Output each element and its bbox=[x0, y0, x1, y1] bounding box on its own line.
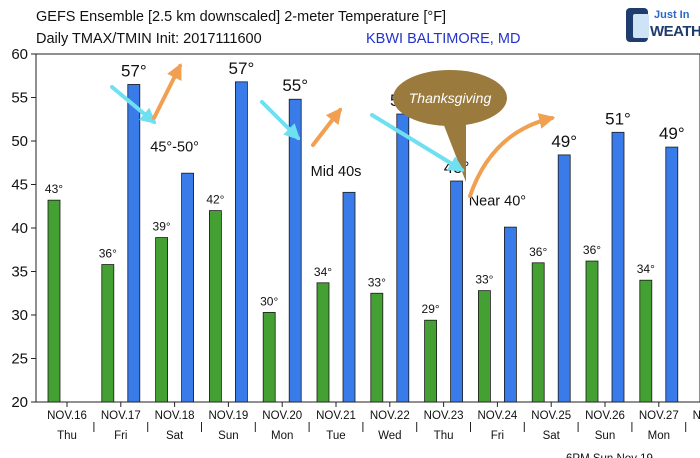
y-tick-label: 60 bbox=[11, 46, 28, 63]
data-label-tmin: 34° bbox=[637, 262, 655, 276]
bar-tmin bbox=[155, 237, 169, 403]
bar-tmin bbox=[639, 279, 653, 403]
x-day-label: Fri bbox=[114, 430, 127, 442]
bar-tmin bbox=[316, 282, 330, 403]
bar-tmin bbox=[208, 210, 222, 403]
bar-tmax bbox=[450, 180, 464, 403]
y-tick-label: 25 bbox=[11, 351, 28, 368]
x-day-label: Mon bbox=[271, 430, 293, 442]
bar-tmax bbox=[557, 154, 571, 403]
data-labels: 43° 36° 39° 42° 30° 34° 33° 29° 33° 36° 36° 34° 57° 5… bbox=[45, 59, 685, 316]
data-label-tmax: 55° bbox=[282, 76, 308, 95]
x-tick-label: NOV.22 bbox=[370, 410, 410, 422]
bar-tmax bbox=[234, 81, 248, 403]
data-label-tmin: 39° bbox=[153, 220, 171, 234]
data-label-tmin: 30° bbox=[260, 294, 278, 308]
trend-arrow-up bbox=[311, 107, 342, 147]
data-label-tmin: 29° bbox=[422, 302, 440, 316]
bar-tmax bbox=[665, 146, 679, 403]
x-day-label: Sat bbox=[543, 430, 561, 442]
bar-tmin bbox=[531, 262, 545, 403]
x-day-label: Thu bbox=[434, 430, 454, 442]
x-day-label: Mon bbox=[648, 430, 670, 442]
y-tick-label: 40 bbox=[11, 220, 28, 237]
callout-bubble bbox=[393, 70, 507, 126]
data-label-tmax: 51° bbox=[605, 109, 631, 128]
x-tick-label: NOV.25 bbox=[531, 410, 571, 422]
bar-tmax bbox=[127, 84, 141, 403]
bar-tmin bbox=[585, 260, 599, 403]
logo-text-line2: WEATHER bbox=[650, 23, 700, 40]
trend-arrow-up bbox=[152, 63, 182, 120]
bar-tmin bbox=[370, 292, 384, 403]
y-tick-label: 45 bbox=[11, 177, 28, 194]
data-label-tmin: 36° bbox=[583, 243, 601, 257]
x-day-label: Fri bbox=[491, 430, 504, 442]
annotation-text: Mid 40s bbox=[311, 164, 362, 180]
station-label: KBWI BALTIMORE, MD bbox=[366, 31, 521, 47]
bar-tmax bbox=[288, 98, 302, 403]
logo-text-line1: Just In bbox=[654, 9, 690, 21]
data-label-tmin: 36° bbox=[99, 247, 117, 261]
x-day-label: Wed bbox=[378, 430, 401, 442]
chart-subtitle: Daily TMAX/TMIN Init: 2017111600 bbox=[36, 31, 262, 47]
data-label-tmax: 57° bbox=[229, 59, 255, 78]
data-label-tmin: 42° bbox=[206, 193, 224, 207]
x-tick-label: NOV.17 bbox=[101, 410, 141, 422]
trend-arrow-down bbox=[370, 113, 465, 172]
y-tick-label: 35 bbox=[11, 264, 28, 281]
just-in-weather-logo: Just In WEATHER bbox=[622, 6, 700, 46]
x-tick-label: NOV.21 bbox=[316, 410, 356, 422]
data-label-tmin: 33° bbox=[368, 275, 386, 289]
data-label-tmin: 34° bbox=[314, 265, 332, 279]
x-tick-label: NOV.23 bbox=[424, 410, 464, 422]
bar-tmin bbox=[262, 311, 276, 403]
callout-text: Thanksgiving bbox=[409, 90, 492, 106]
y-tick-label: 55 bbox=[11, 90, 28, 107]
x-tick-label: NOV.20 bbox=[262, 410, 302, 422]
bar-tmax bbox=[342, 191, 356, 403]
bar-tmin bbox=[101, 264, 115, 403]
data-label-tmin: 33° bbox=[475, 273, 493, 287]
y-tick-label: 30 bbox=[11, 307, 28, 324]
annotation-text: Near 40° bbox=[469, 193, 526, 209]
bar-tmax bbox=[181, 172, 195, 403]
x-tick-label: NOV.26 bbox=[585, 410, 625, 422]
data-label-tmax: 57° bbox=[121, 61, 147, 80]
bar-tmin bbox=[47, 199, 61, 403]
x-day-label: Sun bbox=[595, 430, 615, 442]
axes: 20 25 30 35 40 45 50 55 60 NOV.16 Thu NOV.17 Fri NOV.… bbox=[11, 46, 700, 458]
trend-arrow-down bbox=[110, 85, 157, 125]
bar-tmax bbox=[503, 226, 517, 403]
x-day-label: Thu bbox=[57, 430, 77, 442]
bar-tmax bbox=[396, 113, 410, 403]
x-tick-label: NOV.18 bbox=[155, 410, 195, 422]
x-tick-label: NOV.27 bbox=[639, 410, 679, 422]
bar-tmax bbox=[611, 131, 625, 403]
data-label-tmax: 49° bbox=[659, 124, 685, 143]
annotation-text: 45°-50° bbox=[150, 139, 199, 155]
chart-title: GEFS Ensemble [2.5 km downscaled] 2-mete… bbox=[36, 9, 447, 25]
data-label-tmin: 36° bbox=[529, 245, 547, 259]
data-label-tmin: 43° bbox=[45, 182, 63, 196]
annotations: 45°-50° Mid 40s Near 40° Thanksgiving bbox=[110, 63, 556, 209]
y-tick-label: 50 bbox=[11, 133, 28, 150]
x-tick-label: NOV.24 bbox=[477, 410, 517, 422]
trend-arrow-up bbox=[468, 113, 556, 198]
bars bbox=[47, 81, 679, 403]
x-tick-label: NOV.19 bbox=[208, 410, 248, 422]
x-tick-label: NOV.16 bbox=[47, 410, 87, 422]
x-tick-label: NOV.28 bbox=[693, 410, 700, 422]
bar-tmin bbox=[477, 290, 491, 403]
x-day-label: Sat bbox=[166, 430, 184, 442]
x-day-label: Tue bbox=[326, 430, 345, 442]
data-label-tmax: 49° bbox=[551, 132, 577, 151]
x-day-label: Sun bbox=[218, 430, 238, 442]
phone-icon bbox=[626, 8, 649, 42]
y-tick-label: 20 bbox=[11, 394, 28, 411]
bar-tmin bbox=[424, 319, 438, 403]
trend-arrow-down bbox=[260, 100, 301, 141]
footer-fragment: 6PM Sun Nov 19 bbox=[566, 453, 653, 458]
